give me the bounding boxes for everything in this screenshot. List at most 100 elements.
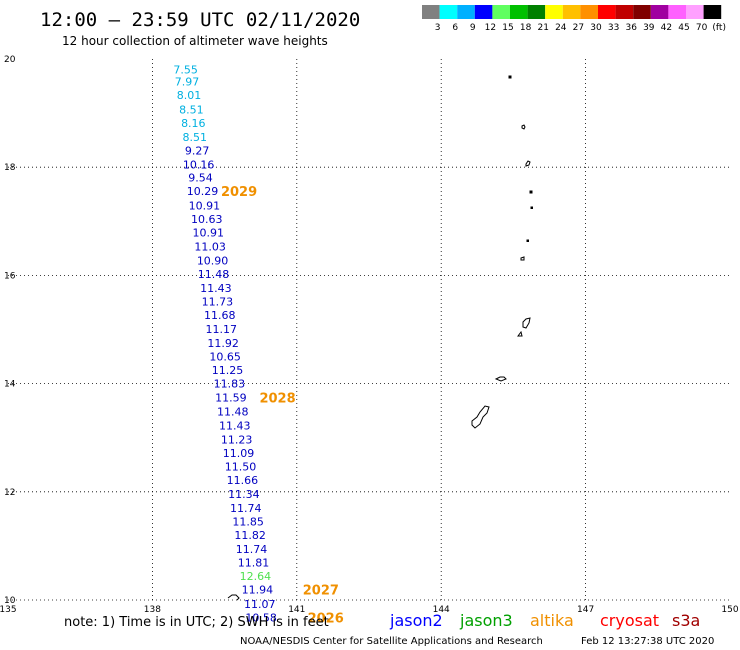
island-coastline-sw — [227, 594, 240, 601]
satellite-legend-cryosat: cryosat — [600, 611, 659, 630]
longitude-tick-label: 141 — [288, 605, 305, 615]
wave-height-value: 8.51 — [183, 131, 208, 144]
map-gridlines — [8, 59, 730, 601]
wave-height-value: 11.07 — [244, 598, 276, 611]
satellite-legend-s3a: s3a — [672, 611, 700, 630]
color-scale-swatch — [686, 5, 704, 19]
satellite-legend-jason3: jason3 — [459, 611, 513, 630]
color-scale-label: 15 — [502, 23, 513, 33]
footer-timestamp: Feb 12 13:27:38 UTC 2020 — [581, 636, 714, 647]
island-rota — [494, 376, 507, 382]
wave-height-value: 7.97 — [175, 76, 200, 89]
wave-height-value: 10.65 — [209, 351, 241, 364]
wave-height-value: 11.92 — [207, 337, 239, 350]
color-scale-swatch — [439, 5, 458, 19]
satellite-pass-labels: 2029 2028 2027 2026 — [221, 185, 344, 626]
color-scale-swatch — [474, 5, 493, 19]
wave-height-value: 11.83 — [214, 378, 246, 391]
footer-note: note: 1) Time is in UTC; 2) SWH is in fe… — [64, 615, 329, 630]
color-scale-swatch — [703, 5, 722, 19]
longitude-tick-labels: 135 138 141 144 147 150 — [0, 605, 739, 615]
color-scale-swatch — [668, 5, 686, 19]
wave-height-value: 11.59 — [215, 392, 247, 405]
color-scale-swatch — [510, 5, 528, 19]
latitude-tick-label: 16 — [4, 271, 16, 281]
wave-height-value: 11.17 — [205, 323, 237, 336]
wave-height-value: 8.51 — [179, 103, 204, 116]
island-asuncion — [525, 160, 531, 167]
island-maug — [521, 124, 526, 130]
color-scale-swatch — [457, 5, 475, 19]
color-scale-swatch — [492, 5, 510, 19]
wave-height-value: 11.82 — [234, 529, 266, 542]
color-scale-label: 33 — [608, 23, 619, 33]
color-scale-label: 39 — [643, 23, 655, 33]
latitude-tick-label: 20 — [4, 55, 16, 65]
wave-height-value: 10.91 — [189, 200, 221, 213]
latitude-tick-label: 10 — [4, 596, 16, 606]
wave-height-value: 11.48 — [217, 406, 249, 419]
wave-height-value: 11.09 — [223, 447, 255, 460]
latitude-tick-labels: 20 18 16 14 12 10 — [4, 55, 16, 606]
wave-height-value: 11.66 — [227, 474, 259, 487]
pass-number-label: 2029 — [221, 185, 257, 200]
color-scale-swatch — [545, 5, 563, 19]
longitude-tick-label: 144 — [433, 605, 450, 615]
color-scale-swatch — [650, 5, 669, 19]
pass-number-label: 2026 — [308, 611, 344, 626]
wave-height-value: 10.91 — [192, 227, 224, 240]
pass-number-label: 2028 — [259, 392, 295, 407]
color-scale-label: 30 — [590, 23, 602, 33]
color-scale-swatch — [580, 5, 598, 19]
wave-height-value: 10.90 — [197, 254, 229, 267]
color-scale-label: 36 — [625, 23, 637, 33]
color-scale-label: 6 — [452, 23, 458, 33]
color-scale-label: 12 — [485, 23, 496, 33]
wave-height-observations: 7.557.978.018.518.168.519.2710.169.5410.… — [173, 63, 277, 624]
color-scale-label: 27 — [573, 23, 584, 33]
island-outlines — [227, 75, 533, 601]
wave-height-value: 11.74 — [230, 502, 262, 515]
island-agrihan — [529, 190, 533, 194]
wave-height-value: 9.54 — [188, 171, 213, 184]
color-scale-swatch — [422, 5, 440, 19]
color-scale-label: 18 — [520, 23, 532, 33]
latitude-tick-label: 14 — [4, 380, 16, 390]
map-area — [8, 59, 730, 600]
longitude-tick-label: 135 — [0, 605, 17, 615]
wave-height-value: 9.27 — [185, 144, 210, 157]
island-farallon — [508, 75, 512, 79]
longitude-tick-label: 138 — [144, 605, 161, 615]
map-frame: 20 18 16 14 12 10 135 138 141 144 147 150 — [0, 55, 739, 615]
wave-height-value: 11.94 — [242, 584, 274, 597]
pass-number-label: 2027 — [303, 584, 339, 599]
island-guam — [471, 405, 490, 429]
wave-height-value: 10.16 — [183, 158, 215, 171]
latitude-tick-label: 18 — [4, 163, 16, 173]
page-title: 12:00 — 23:59 UTC 02/11/2020 — [40, 9, 360, 31]
wave-height-value: 11.34 — [228, 488, 260, 501]
wave-height-value: 11.50 — [225, 460, 257, 473]
color-scale-label: 42 — [661, 23, 672, 33]
wave-height-value: 11.23 — [221, 433, 253, 446]
color-scale-swatch — [527, 5, 546, 19]
wave-height-value: 8.16 — [181, 117, 206, 130]
island-saipan-tinian — [517, 317, 531, 337]
color-scale-swatch — [615, 5, 634, 19]
color-scale-label: (ft) — [712, 23, 726, 33]
color-scale-label: 9 — [470, 23, 476, 33]
satellite-legend-altika: altika — [530, 611, 574, 630]
wave-height-value: 8.01 — [177, 89, 202, 102]
satellite-legend: jason2 jason3 altika cryosat s3a — [389, 611, 700, 630]
color-scale-swatch — [633, 5, 651, 19]
wave-height-value: 10.58 — [245, 611, 277, 624]
color-scale-label: 24 — [555, 23, 567, 33]
color-scale-label: 70 — [696, 23, 708, 33]
island-alamagan — [526, 239, 529, 242]
color-scale-swatch — [598, 5, 616, 19]
wave-height-value: 11.74 — [236, 543, 268, 556]
wave-height-value: 11.03 — [194, 241, 226, 254]
wave-height-value: 10.63 — [191, 213, 223, 226]
color-scale-label: 45 — [678, 23, 689, 33]
